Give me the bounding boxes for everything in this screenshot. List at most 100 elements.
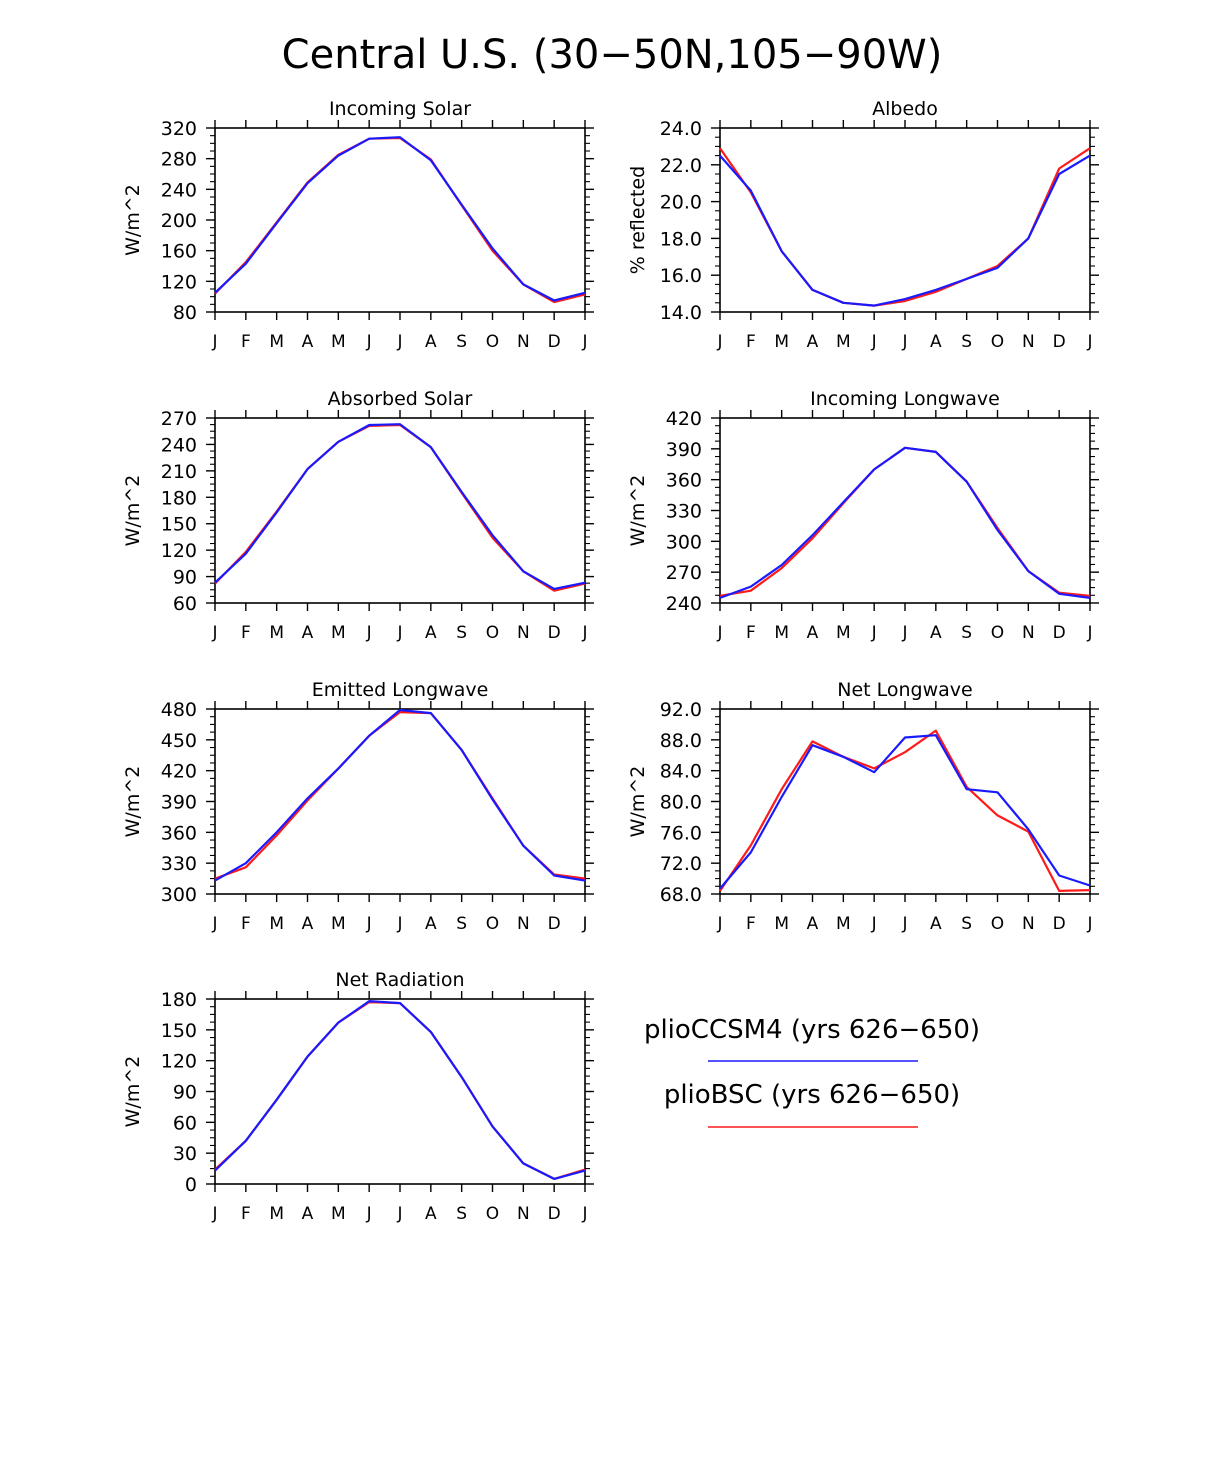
y-axis-label: % reflected xyxy=(627,166,649,274)
legend: plioCCSM4 (yrs 626−650) plioBSC (yrs 626… xyxy=(644,1015,980,1128)
y-tick-label: 160 xyxy=(161,241,197,263)
x-tick-label: F xyxy=(746,914,756,934)
x-tick-label: A xyxy=(930,914,942,934)
x-tick-label: N xyxy=(1022,332,1035,352)
x-tick-label: D xyxy=(548,623,561,643)
x-tick-label: J xyxy=(1086,914,1092,934)
x-tick-label: J xyxy=(581,914,587,934)
x-tick-label: J xyxy=(901,914,907,934)
y-tick-label: 210 xyxy=(161,461,197,483)
series-line-plioBSC xyxy=(719,729,1091,893)
x-tick-label: N xyxy=(517,623,530,643)
y-tick-label: 240 xyxy=(161,434,197,456)
y-tick-label: 200 xyxy=(161,210,197,232)
x-tick-label: D xyxy=(548,1204,561,1224)
y-tick-label: 480 xyxy=(161,699,197,721)
y-tick-label: 420 xyxy=(666,408,702,430)
series-line-plioCCSM4 xyxy=(719,734,1091,890)
y-tick-label: 300 xyxy=(161,884,197,906)
y-axis-label: W/m^2 xyxy=(627,766,649,838)
x-tick-label: M xyxy=(331,332,346,352)
panel-title: Albedo xyxy=(872,98,938,120)
x-tick-label: M xyxy=(331,1204,346,1224)
x-tick-label: M xyxy=(331,623,346,643)
y-tick-label: 80.0 xyxy=(660,792,702,814)
x-tick-label: S xyxy=(961,623,972,643)
y-tick-label: 270 xyxy=(161,408,197,430)
x-tick-label: M xyxy=(836,623,851,643)
y-tick-label: 240 xyxy=(666,593,702,615)
x-tick-label: N xyxy=(1022,914,1035,934)
x-tick-label: F xyxy=(241,1204,251,1224)
y-axis-label: W/m^2 xyxy=(627,475,649,547)
x-tick-label: A xyxy=(302,914,314,934)
x-tick-label: M xyxy=(836,914,851,934)
x-tick-label: J xyxy=(211,914,217,934)
panel-title: Absorbed Solar xyxy=(328,388,473,410)
x-tick-label: O xyxy=(486,1204,499,1224)
y-tick-label: 300 xyxy=(666,531,702,553)
x-tick-label: O xyxy=(486,914,499,934)
x-tick-label: J xyxy=(396,914,402,934)
x-tick-label: M xyxy=(331,914,346,934)
y-tick-label: 76.0 xyxy=(660,822,702,844)
x-tick-label: D xyxy=(548,332,561,352)
y-tick-label: 88.0 xyxy=(660,730,702,752)
y-axis-label: W/m^2 xyxy=(122,766,144,838)
x-tick-label: O xyxy=(486,623,499,643)
x-tick-label: J xyxy=(366,914,372,934)
y-tick-label: 22.0 xyxy=(660,155,702,177)
y-tick-label: 68.0 xyxy=(660,884,702,906)
x-tick-label: M xyxy=(269,1204,284,1224)
y-tick-label: 92.0 xyxy=(660,699,702,721)
y-axis-label: W/m^2 xyxy=(122,1056,144,1128)
y-tick-label: 450 xyxy=(161,730,197,752)
series-line-plioCCSM4 xyxy=(719,446,1091,599)
x-tick-label: J xyxy=(901,332,907,352)
y-tick-label: 16.0 xyxy=(660,265,702,287)
x-tick-label: M xyxy=(269,623,284,643)
x-tick-label: O xyxy=(991,332,1004,352)
x-tick-label: M xyxy=(774,332,789,352)
y-tick-label: 0 xyxy=(185,1174,197,1196)
y-tick-label: 180 xyxy=(161,487,197,509)
legend-label-ccsm4: plioCCSM4 (yrs 626−650) xyxy=(644,1015,980,1045)
x-tick-label: F xyxy=(241,332,251,352)
x-tick-label: M xyxy=(774,914,789,934)
x-tick-label: S xyxy=(456,623,467,643)
y-tick-label: 180 xyxy=(161,989,197,1011)
y-tick-label: 420 xyxy=(161,761,197,783)
x-tick-label: J xyxy=(581,1204,587,1224)
x-tick-label: N xyxy=(1022,623,1035,643)
y-tick-label: 390 xyxy=(161,792,197,814)
y-tick-label: 20.0 xyxy=(660,192,702,214)
x-tick-label: S xyxy=(456,1204,467,1224)
x-tick-label: J xyxy=(871,914,877,934)
x-tick-label: M xyxy=(269,914,284,934)
y-tick-label: 280 xyxy=(161,149,197,171)
series-line-plioCCSM4 xyxy=(214,136,586,302)
x-tick-label: J xyxy=(716,914,722,934)
series-line-plioCCSM4 xyxy=(214,708,586,882)
x-tick-label: O xyxy=(991,623,1004,643)
x-tick-label: A xyxy=(425,332,437,352)
x-tick-label: S xyxy=(456,332,467,352)
y-tick-label: 270 xyxy=(666,562,702,584)
x-tick-label: S xyxy=(456,914,467,934)
y-tick-label: 30 xyxy=(173,1143,197,1165)
y-tick-label: 150 xyxy=(161,1020,197,1042)
x-tick-label: J xyxy=(871,623,877,643)
panel-title: Emitted Longwave xyxy=(312,679,489,701)
y-tick-label: 90 xyxy=(173,567,197,589)
x-tick-label: S xyxy=(961,914,972,934)
x-tick-label: A xyxy=(425,1204,437,1224)
y-tick-label: 360 xyxy=(666,470,702,492)
x-tick-label: J xyxy=(211,332,217,352)
panel-title: Incoming Solar xyxy=(329,98,471,120)
x-tick-label: J xyxy=(366,1204,372,1224)
